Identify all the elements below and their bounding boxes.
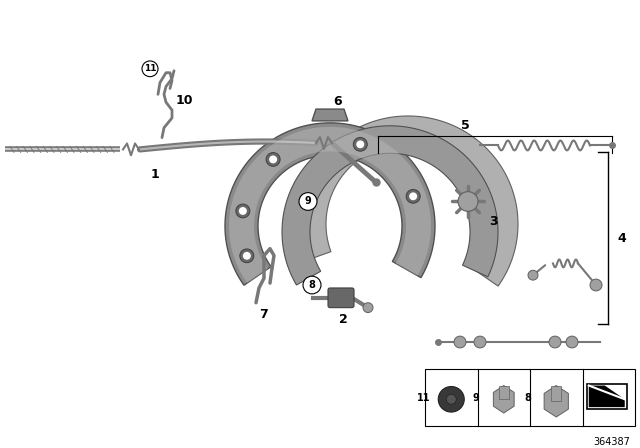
Text: 8: 8 <box>525 393 532 403</box>
Polygon shape <box>544 386 568 417</box>
Circle shape <box>458 192 478 211</box>
Circle shape <box>239 207 247 215</box>
Polygon shape <box>589 386 625 407</box>
Circle shape <box>236 204 250 218</box>
Text: 364387: 364387 <box>593 437 630 448</box>
Circle shape <box>243 252 251 260</box>
Circle shape <box>356 140 364 148</box>
Text: 11: 11 <box>417 393 430 403</box>
Polygon shape <box>493 386 514 413</box>
Circle shape <box>409 192 417 200</box>
Text: 8: 8 <box>308 280 316 290</box>
Text: 2: 2 <box>339 313 348 326</box>
Circle shape <box>269 155 277 164</box>
Bar <box>425 369 635 426</box>
Polygon shape <box>312 109 348 121</box>
Circle shape <box>438 387 464 412</box>
Text: 6: 6 <box>333 95 342 108</box>
Text: 11: 11 <box>144 65 156 73</box>
Polygon shape <box>229 127 431 283</box>
Circle shape <box>363 303 373 313</box>
Polygon shape <box>225 123 435 285</box>
Circle shape <box>303 276 321 294</box>
Circle shape <box>454 336 466 348</box>
Circle shape <box>446 394 456 404</box>
Text: 4: 4 <box>618 232 627 245</box>
Text: 9: 9 <box>305 197 312 207</box>
Circle shape <box>353 138 367 151</box>
Text: 9: 9 <box>472 393 479 403</box>
Circle shape <box>590 279 602 291</box>
Text: 7: 7 <box>260 308 268 321</box>
Circle shape <box>299 193 317 210</box>
Polygon shape <box>298 116 518 286</box>
Circle shape <box>240 249 254 263</box>
Circle shape <box>549 336 561 348</box>
Bar <box>587 383 627 409</box>
FancyBboxPatch shape <box>328 288 354 308</box>
Text: 10: 10 <box>175 94 193 107</box>
Circle shape <box>474 336 486 348</box>
Text: 1: 1 <box>150 168 159 181</box>
Circle shape <box>142 61 158 77</box>
Text: 3: 3 <box>489 215 497 228</box>
Circle shape <box>566 336 578 348</box>
Bar <box>499 386 509 399</box>
Circle shape <box>528 270 538 280</box>
Circle shape <box>406 190 420 203</box>
Circle shape <box>266 152 280 166</box>
Text: 5: 5 <box>461 119 469 132</box>
Polygon shape <box>282 126 498 285</box>
Bar <box>551 386 561 401</box>
